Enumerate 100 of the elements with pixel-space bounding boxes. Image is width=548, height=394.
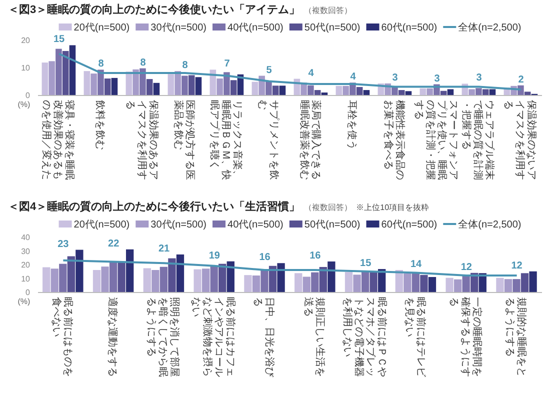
bar: [524, 92, 531, 95]
x-tick-label: スマートフォンアプリを使い、睡眠の質を計測・把握する: [412, 100, 458, 180]
x-tick-label: 規則正しい生活を送る: [302, 297, 326, 377]
data-label: 15: [53, 34, 65, 46]
bar: [468, 89, 475, 95]
text: ※上位10項目を抜粋: [356, 203, 430, 212]
legend-label: 40代(n=500): [228, 220, 284, 230]
legend-label: 30代(n=500): [150, 22, 207, 34]
data-label: 8: [182, 60, 188, 72]
bar: [489, 89, 496, 95]
legend-label: 50代(n=500): [304, 220, 360, 230]
bar: [118, 262, 126, 292]
bar: [109, 262, 118, 292]
bar: [446, 278, 454, 292]
bar: [244, 275, 252, 292]
legend-label: 全体(n=2,500): [458, 22, 522, 34]
bar: [132, 69, 139, 95]
y-tick-label: 20: [21, 36, 31, 45]
bar: [194, 269, 202, 292]
x-tick-label: 照明を消して部屋を暗くしてから眠るようにする: [146, 297, 180, 377]
bar: [174, 71, 181, 95]
data-label: 16: [259, 252, 271, 264]
legend-label: 20代(n=500): [74, 220, 130, 230]
bar: [420, 88, 426, 95]
bar: [361, 271, 370, 292]
bar: [42, 62, 48, 95]
bar: [168, 74, 174, 95]
data-label: 23: [58, 238, 70, 250]
bar: [153, 82, 160, 95]
bar: [84, 71, 90, 95]
x-tick-label: 保温効果のあるアイマスクを利用する: [124, 100, 160, 180]
x-tick-label: 眠る前にはカフェインやアルコールなど刺激物を摂らない: [190, 297, 237, 377]
data-label: 19: [208, 250, 220, 262]
bar: [182, 76, 188, 95]
chart-subtitle: （複数回答）: [304, 203, 352, 212]
chart-subtitle: （複数回答）: [304, 6, 352, 15]
x-tick-label: 日中、日光を浴びる: [252, 297, 276, 378]
data-label: 3: [392, 72, 398, 84]
x-tick-label: 眠る前にはものを食べない: [50, 297, 74, 377]
bar: [328, 261, 336, 292]
chart-title: ＜図3＞睡眠の質の向上のために今後使いたい「アイテム」: [8, 3, 300, 16]
bar: [152, 270, 160, 292]
data-label: 22: [108, 238, 120, 250]
bar: [218, 264, 226, 292]
bar: [412, 273, 420, 292]
legend-label: 60代(n=500): [381, 22, 438, 34]
bar: [344, 272, 353, 292]
bar: [104, 78, 111, 95]
y-axis-title: (%): [18, 297, 31, 306]
bar: [302, 276, 310, 292]
bar: [92, 270, 101, 292]
data-label: 3: [476, 72, 482, 84]
chart-title: ＜図4＞睡眠の質の向上のために今後行いたい「生活習慣」: [8, 200, 300, 213]
y-tick-label: 20: [21, 260, 31, 270]
legend-label: 60代(n=500): [381, 220, 438, 230]
bar: [59, 264, 67, 292]
legend-label: 30代(n=500): [150, 220, 207, 230]
legend-label: 40代(n=500): [228, 22, 284, 34]
bar: [140, 68, 146, 95]
x-tick-label: ウェアラブル端末で睡眠の質を計測・把握する: [460, 100, 496, 180]
data-label: 2: [518, 74, 524, 86]
data-label: 15: [360, 258, 372, 270]
x-tick-label: 機能性表示食品のお菓子を食べる: [382, 100, 406, 180]
bar: [111, 78, 118, 95]
bar: [42, 267, 50, 292]
bar: [48, 61, 55, 95]
x-tick-label: 保温効果のないアイマスクを利用する: [502, 100, 538, 180]
y-axis-title: (%): [18, 100, 31, 109]
bar: [319, 266, 327, 292]
bar: [512, 279, 520, 292]
bar: [62, 51, 69, 95]
bar: [420, 274, 428, 292]
bar: [447, 89, 454, 95]
y-tick-label: 0: [26, 91, 31, 100]
bar: [176, 254, 184, 292]
bar: [272, 86, 279, 95]
data-label: 8: [98, 58, 104, 70]
bar: [440, 90, 447, 95]
bar: [160, 266, 168, 292]
bar: [252, 276, 260, 292]
legend-label: 20代(n=500): [74, 22, 130, 34]
bar: [482, 89, 489, 95]
bar: [277, 263, 285, 292]
legend-label: 全体(n=2,500): [458, 218, 522, 230]
bar: [224, 72, 230, 95]
data-label: 4: [350, 72, 356, 83]
bar: [195, 77, 202, 95]
data-label: 21: [158, 243, 170, 254]
bar: [216, 78, 223, 95]
bar: [314, 90, 321, 95]
bar: [426, 88, 433, 95]
bar: [90, 74, 97, 95]
bar: [226, 261, 234, 292]
y-tick-label: 40: [21, 233, 31, 242]
line-series: [58, 52, 522, 90]
bar: [69, 45, 76, 95]
data-label: 14: [410, 259, 422, 270]
y-tick-label: 0: [26, 288, 31, 297]
bar: [252, 82, 258, 95]
bar: [279, 86, 286, 95]
